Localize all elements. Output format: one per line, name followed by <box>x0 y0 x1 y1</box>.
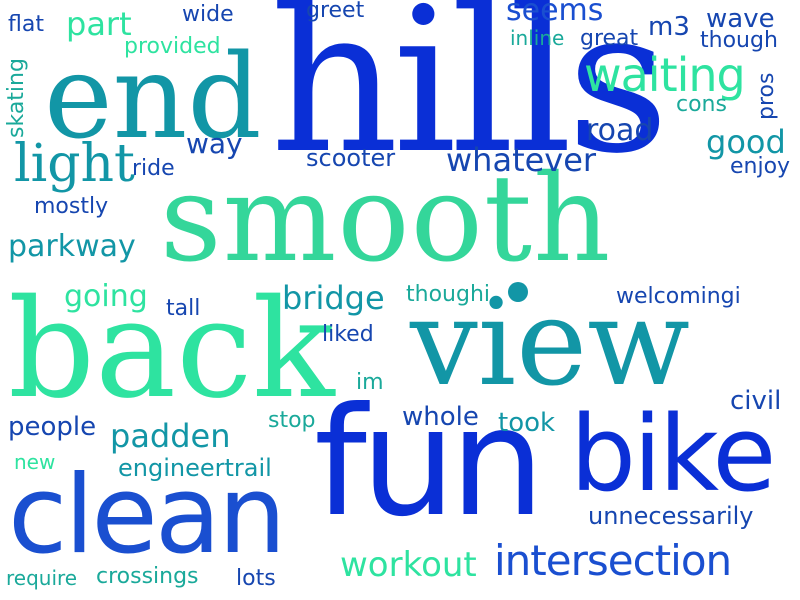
word-good: good <box>706 123 786 161</box>
word-took: took <box>498 408 556 438</box>
word-scooter: scooter <box>306 144 396 172</box>
word-greet: greet <box>306 0 365 23</box>
word-m3: m3 <box>648 12 690 42</box>
word-tall: tall <box>166 296 201 321</box>
word-clean: clean <box>8 453 286 578</box>
word-way: way <box>186 127 243 160</box>
word-smooth: smooth <box>160 150 612 289</box>
word-wide: wide <box>182 2 234 27</box>
decorative-dot <box>508 282 528 302</box>
word-wave: wave <box>706 4 775 34</box>
word-welcomingi: welcomingi <box>616 284 741 309</box>
word-fun: fun <box>314 376 545 550</box>
word-enjoy: enjoy <box>730 154 791 179</box>
word-padden: padden <box>110 417 231 455</box>
word-part: part <box>66 5 132 43</box>
word-crossings: crossings <box>96 564 199 589</box>
word-whatever: whatever <box>446 141 597 179</box>
word-parkway: parkway <box>8 229 136 264</box>
word-stop: stop <box>268 408 316 433</box>
word-lots: lots <box>236 566 276 591</box>
word-require: require <box>6 566 78 590</box>
word-unnecessarily: unnecessarily <box>588 502 754 530</box>
word-people: people <box>8 412 97 442</box>
word-new: new <box>14 450 56 474</box>
word-though: though <box>700 28 778 53</box>
word-view: view <box>410 274 690 413</box>
word-bike: bike <box>570 393 776 515</box>
word-ride: ride <box>132 156 175 181</box>
word-liked: liked <box>322 322 374 347</box>
word-seems: seems <box>506 0 604 28</box>
word-thoughi: thoughi <box>406 282 490 307</box>
word-cons: cons <box>676 92 727 117</box>
word-intersection: intersection <box>494 536 732 585</box>
word-workout: workout <box>340 545 477 585</box>
word-bridge: bridge <box>282 279 385 317</box>
word-flat: flat <box>8 12 44 37</box>
word-engineertrail: engineertrail <box>118 454 272 482</box>
word-im: im <box>356 370 384 395</box>
word-road: road <box>586 113 654 148</box>
word-skating: skating <box>4 58 29 138</box>
word-end: end <box>44 30 262 165</box>
word-back: back <box>8 271 335 429</box>
word-whole: whole <box>402 402 479 432</box>
word-hills: hills <box>270 0 669 198</box>
word-mostly: mostly <box>34 194 109 219</box>
word-civil: civil <box>730 386 782 416</box>
word-provided: provided <box>124 34 221 59</box>
word-great: great <box>580 26 639 51</box>
word-light: light <box>14 134 135 194</box>
word-going: going <box>64 279 148 314</box>
word-waiting: waiting <box>584 48 746 102</box>
word-inline: inline <box>510 26 565 50</box>
word-pros: pros <box>754 72 779 120</box>
